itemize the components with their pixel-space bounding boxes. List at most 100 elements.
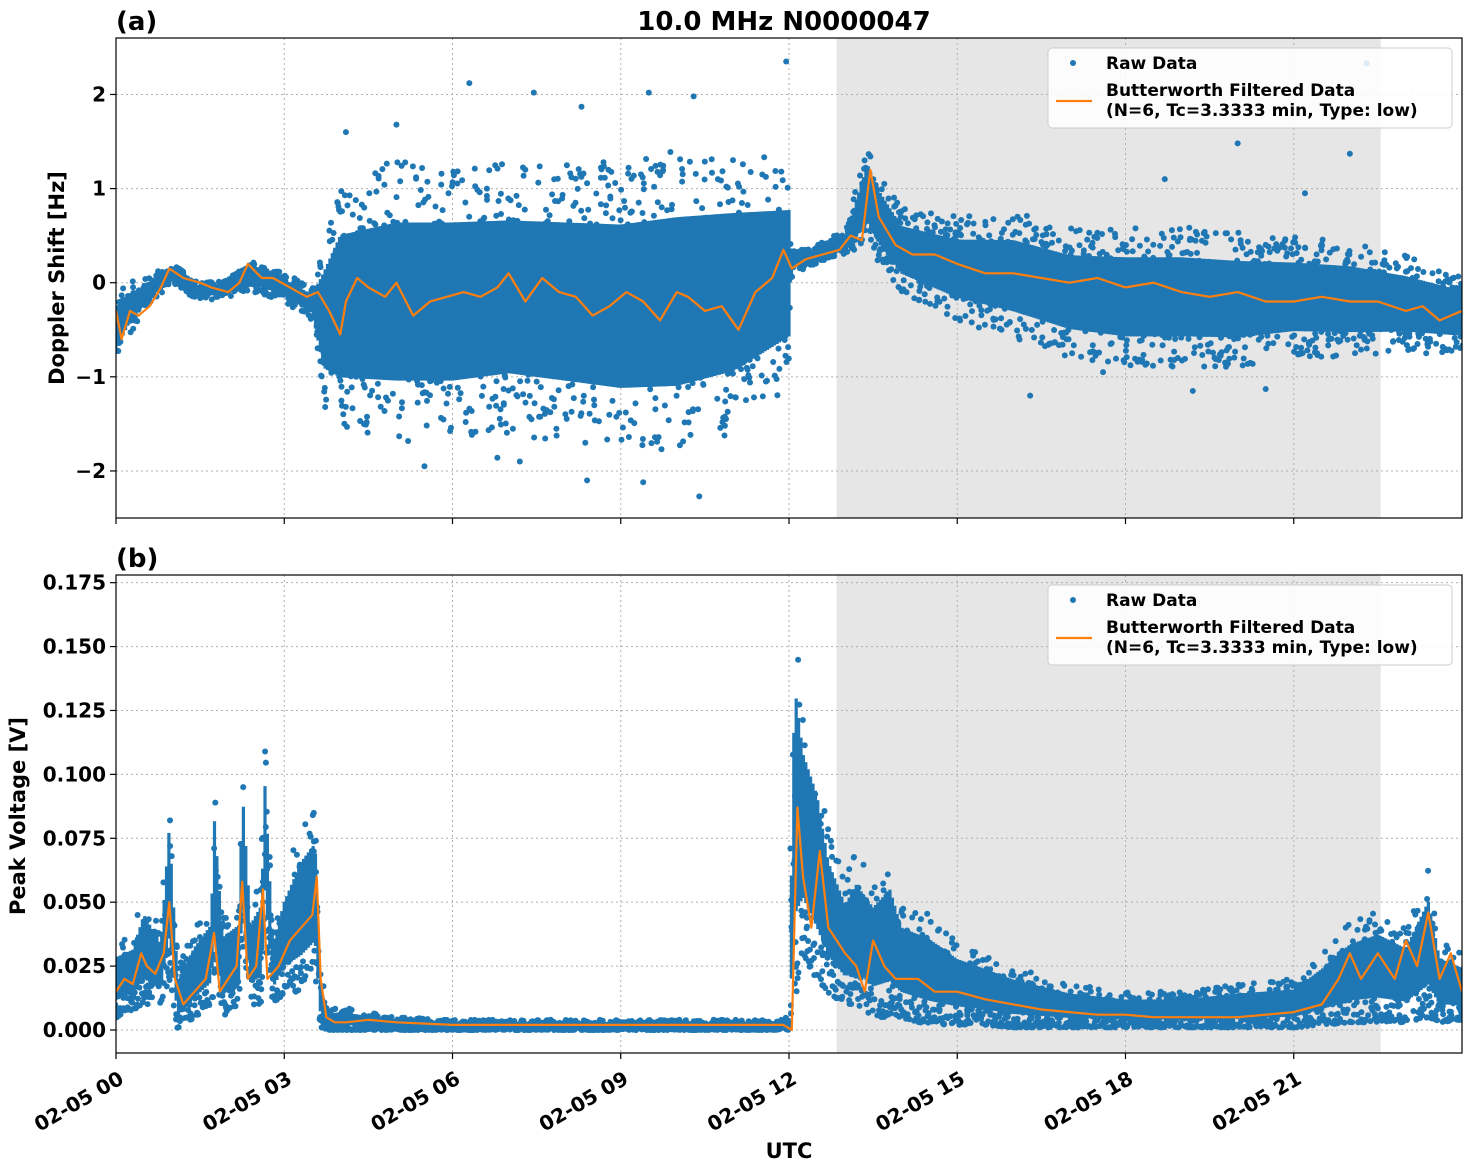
raw-data-dense bbox=[960, 239, 964, 299]
raw-data-point bbox=[1033, 232, 1040, 238]
raw-data-point bbox=[328, 219, 334, 226]
raw-data-dense bbox=[1390, 273, 1394, 332]
raw-data-dense bbox=[1006, 240, 1010, 310]
raw-data-point bbox=[419, 165, 426, 171]
raw-data-dense bbox=[518, 220, 522, 375]
raw-data-dense bbox=[931, 233, 935, 288]
raw-data-point bbox=[1159, 342, 1166, 349]
raw-data-dense bbox=[679, 216, 683, 385]
raw-data-point bbox=[1298, 256, 1305, 263]
raw-data-dense bbox=[652, 220, 656, 387]
raw-data-dense bbox=[508, 220, 512, 374]
raw-data-point bbox=[463, 409, 470, 416]
raw-data-dense bbox=[186, 959, 190, 1005]
raw-data-point bbox=[423, 422, 430, 429]
raw-data-point bbox=[515, 202, 522, 209]
raw-data-point bbox=[502, 420, 509, 427]
raw-data-dense bbox=[1102, 256, 1106, 334]
raw-data-point bbox=[956, 315, 963, 322]
raw-data-point bbox=[262, 748, 269, 755]
raw-data-dense bbox=[513, 220, 517, 374]
raw-data-dense bbox=[297, 867, 301, 957]
raw-data-point bbox=[709, 169, 715, 176]
raw-data-point bbox=[1127, 362, 1134, 369]
raw-data-dense bbox=[441, 222, 445, 381]
raw-data-point bbox=[639, 442, 646, 449]
raw-data-dense bbox=[434, 222, 438, 381]
raw-data-point bbox=[1150, 362, 1156, 369]
raw-data-point bbox=[399, 399, 405, 406]
raw-data-point bbox=[136, 984, 143, 991]
raw-data-point bbox=[1107, 341, 1114, 347]
raw-data-point bbox=[240, 784, 247, 791]
raw-data-dense bbox=[393, 222, 397, 381]
raw-data-point bbox=[210, 994, 216, 1001]
raw-data-dense bbox=[362, 229, 366, 379]
raw-data-point bbox=[1352, 350, 1358, 357]
raw-data-dense bbox=[607, 224, 611, 387]
raw-data-point bbox=[1372, 350, 1379, 357]
raw-data-point bbox=[966, 213, 973, 220]
raw-data-point bbox=[364, 429, 371, 436]
raw-data-dense bbox=[765, 211, 769, 350]
raw-data-point bbox=[1358, 346, 1364, 353]
raw-data-dense bbox=[1010, 240, 1015, 312]
raw-data-point bbox=[537, 413, 544, 420]
raw-data-dense bbox=[386, 1018, 390, 1027]
raw-data-point bbox=[944, 303, 951, 310]
raw-data-point bbox=[1169, 363, 1176, 370]
raw-data-dense bbox=[285, 896, 289, 965]
raw-data-point bbox=[1459, 342, 1462, 349]
raw-data-point bbox=[219, 992, 226, 999]
raw-data-dense bbox=[681, 216, 685, 385]
raw-data-point bbox=[660, 167, 667, 174]
raw-data-point bbox=[774, 392, 781, 399]
raw-data-point bbox=[759, 393, 766, 400]
raw-data-dense bbox=[1140, 257, 1144, 337]
raw-data-point bbox=[369, 387, 376, 394]
raw-data-point bbox=[1129, 248, 1136, 255]
raw-data-point bbox=[1203, 233, 1210, 240]
raw-data-point bbox=[1353, 342, 1360, 349]
raw-data-point bbox=[251, 261, 258, 268]
raw-data-dense bbox=[174, 951, 178, 1001]
raw-data-dense bbox=[895, 219, 899, 269]
raw-data-point bbox=[513, 192, 520, 199]
plot-area bbox=[116, 656, 1462, 1033]
raw-data-point bbox=[652, 162, 659, 169]
raw-data-dense bbox=[849, 215, 854, 242]
raw-data-dense bbox=[196, 943, 200, 995]
raw-data-point bbox=[191, 937, 198, 944]
raw-data-dense bbox=[1205, 259, 1209, 337]
raw-data-dense bbox=[551, 222, 556, 380]
raw-data-point bbox=[302, 821, 309, 828]
raw-data-point bbox=[639, 436, 646, 442]
raw-data-point bbox=[554, 175, 561, 182]
raw-data-dense bbox=[352, 1014, 356, 1026]
raw-data-dense bbox=[1265, 261, 1269, 334]
raw-data-point bbox=[1232, 348, 1239, 355]
raw-data-dense bbox=[289, 283, 294, 300]
raw-data-point bbox=[1453, 339, 1460, 346]
raw-data-point bbox=[290, 982, 297, 989]
raw-data-dense bbox=[143, 916, 147, 980]
panel-label-a: (a) bbox=[116, 7, 157, 37]
raw-data-point bbox=[379, 166, 386, 173]
raw-data-dense bbox=[203, 933, 207, 988]
raw-data-dense bbox=[501, 220, 505, 374]
raw-data-point bbox=[1413, 273, 1420, 280]
raw-data-dense bbox=[1042, 248, 1046, 321]
raw-data-dense bbox=[1301, 263, 1305, 332]
raw-data-point bbox=[764, 377, 770, 384]
raw-data-point bbox=[459, 177, 466, 184]
raw-data-point bbox=[1270, 340, 1277, 347]
raw-data-dense bbox=[145, 283, 149, 301]
raw-data-dense bbox=[599, 223, 604, 386]
raw-data-dense bbox=[1099, 256, 1104, 334]
raw-data-point bbox=[1076, 242, 1083, 249]
raw-data-point bbox=[600, 163, 607, 170]
raw-data-point bbox=[386, 212, 393, 219]
raw-data-dense bbox=[268, 881, 272, 949]
raw-data-dense bbox=[301, 858, 306, 953]
raw-data-point bbox=[775, 345, 782, 352]
